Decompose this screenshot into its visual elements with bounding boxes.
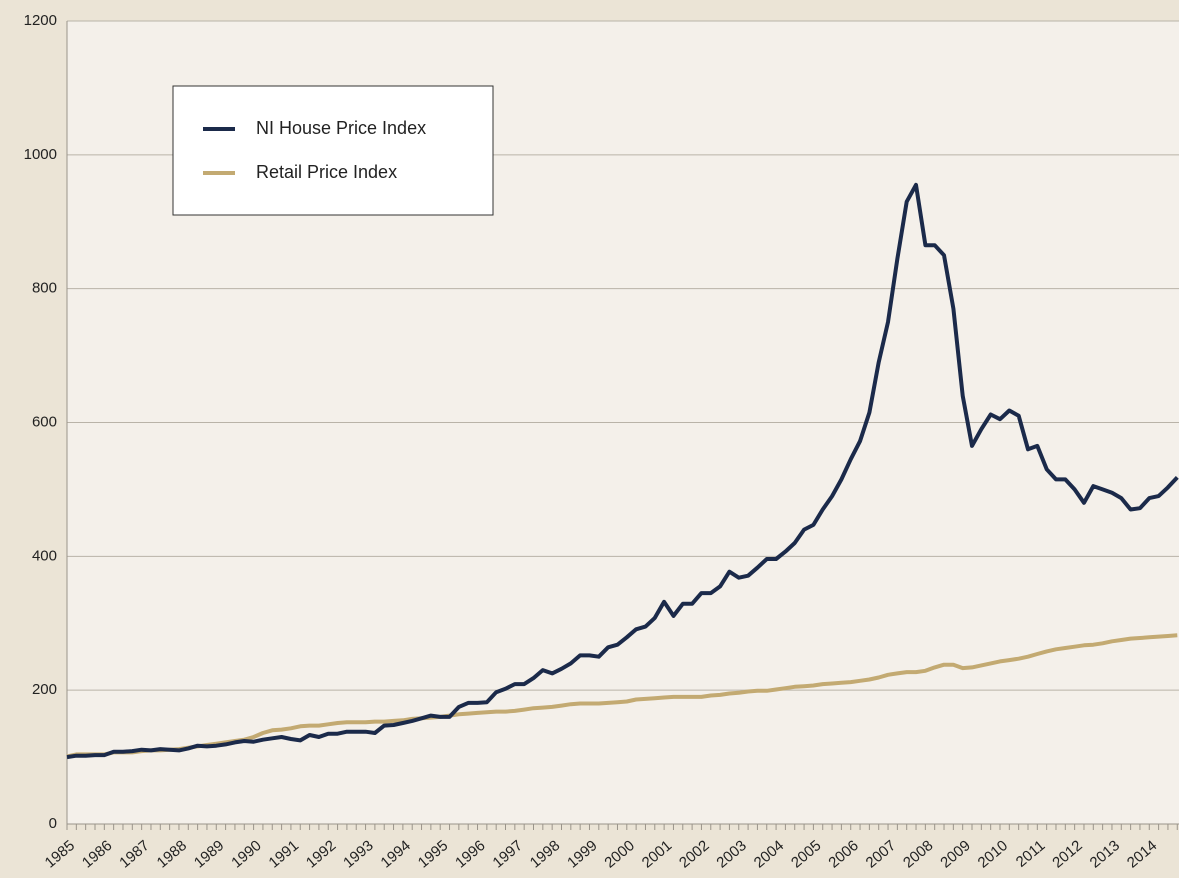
y-tick-label: 800 [32, 280, 57, 297]
y-tick-label: 1000 [24, 146, 57, 163]
y-tick-label: 200 [32, 681, 57, 698]
y-tick-label: 600 [32, 413, 57, 430]
series-line [66, 633, 1178, 759]
series-line [66, 182, 1179, 760]
legend-label: NI House Price Index [256, 118, 426, 138]
legend-box [172, 85, 494, 216]
y-tick-label: 400 [32, 547, 57, 564]
y-tick-label: 1200 [24, 12, 57, 29]
legend-label: Retail Price Index [256, 162, 397, 182]
y-tick-label: 0 [49, 815, 57, 832]
